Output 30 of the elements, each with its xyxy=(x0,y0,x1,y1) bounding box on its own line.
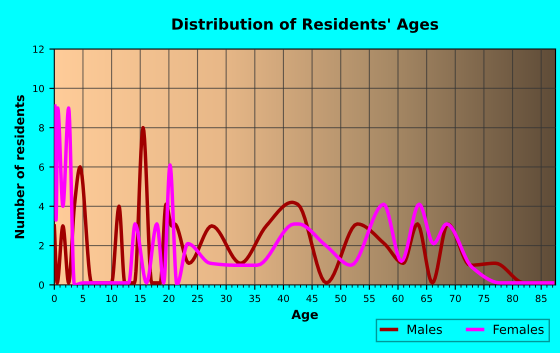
x-axis-title: Age xyxy=(291,310,318,322)
x-tick-label: 50 xyxy=(335,294,346,302)
x-tick-label: 55 xyxy=(364,294,375,302)
y-axis-title: Number of residents xyxy=(14,95,24,238)
x-tick-label: 80 xyxy=(507,294,518,302)
y-tick-label: 2 xyxy=(39,242,44,250)
y-tick-label: 8 xyxy=(39,124,44,132)
y-tick-label: 6 xyxy=(39,163,44,171)
legend-label: Males xyxy=(408,324,442,334)
legend-label: Females xyxy=(494,324,544,334)
x-tick-label: 45 xyxy=(306,294,318,302)
x-tick-label: 35 xyxy=(249,294,260,302)
x-tick-label: 15 xyxy=(135,294,146,302)
x-tick-label: 85 xyxy=(536,294,547,302)
x-tick-label: 60 xyxy=(392,294,404,302)
x-tick-label: 40 xyxy=(278,294,289,302)
x-tick-label: 5 xyxy=(80,294,86,302)
y-tick-label: 10 xyxy=(33,84,44,92)
y-tick-label: 0 xyxy=(39,281,44,289)
x-tick-label: 65 xyxy=(421,294,432,302)
chart-title: Distribution of Residents' Ages xyxy=(172,18,438,33)
x-tick-label: 70 xyxy=(450,294,461,302)
x-tick-label: 10 xyxy=(106,294,118,302)
y-tick-label: 12 xyxy=(33,46,44,53)
x-tick-label: 30 xyxy=(220,294,232,302)
x-tick-label: 75 xyxy=(478,294,490,302)
y-tick-label: 4 xyxy=(38,202,44,210)
x-tick-label: 20 xyxy=(163,294,174,302)
x-tick-label: 25 xyxy=(192,294,203,302)
x-tick-label: 0 xyxy=(52,294,57,302)
